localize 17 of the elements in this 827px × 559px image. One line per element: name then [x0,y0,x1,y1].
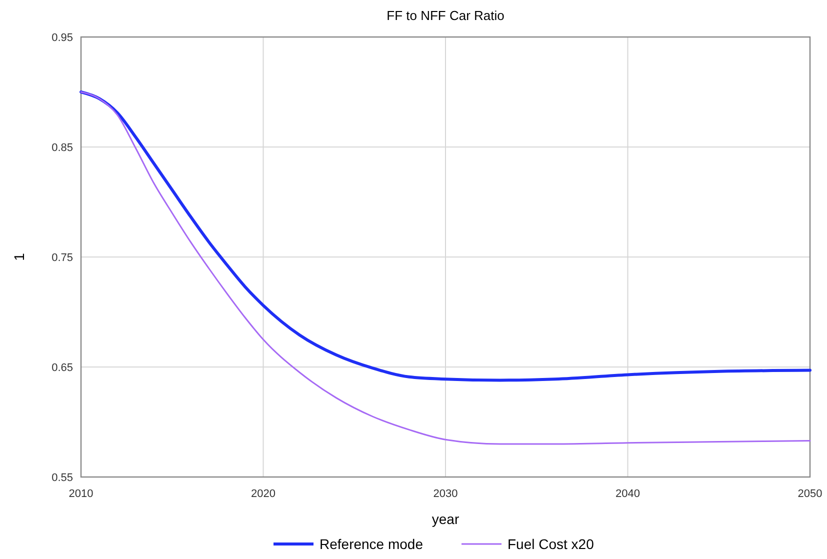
y-tick-label: 0.75 [52,252,73,264]
y-axis-title: 1 [11,252,27,261]
y-tick-label: 0.55 [52,472,73,484]
x-axis-title: year [432,511,460,527]
chart-title: FF to NFF Car Ratio [386,8,504,23]
x-tick-label: 2050 [798,488,822,500]
x-tick-label: 2020 [251,488,276,500]
line-series [80,91,811,445]
legend-label: Reference mode [320,536,424,552]
y-tick-label: 0.65 [52,362,73,374]
y-tick-label: 0.85 [52,142,73,154]
line-series [80,90,812,382]
legend-label: Fuel Cost x20 [508,536,594,552]
x-tick-label: 2040 [616,488,640,500]
x-tick-label: 2030 [433,488,458,500]
x-tick-label: 2010 [68,488,94,500]
y-tick-label: 0.95 [52,32,73,44]
